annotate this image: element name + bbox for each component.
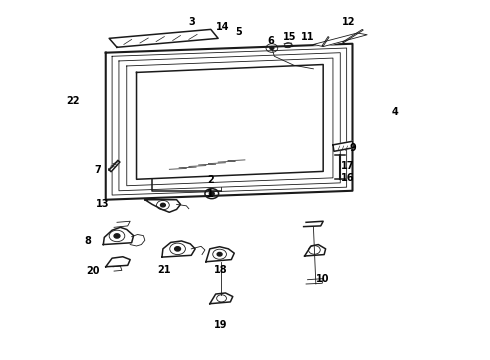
Text: 6: 6: [267, 36, 274, 46]
Polygon shape: [109, 160, 120, 172]
Text: 20: 20: [86, 266, 99, 276]
Text: 11: 11: [301, 32, 314, 41]
Text: 14: 14: [216, 22, 230, 32]
Text: 4: 4: [392, 107, 399, 117]
Text: 18: 18: [214, 265, 227, 275]
Circle shape: [217, 252, 222, 256]
Polygon shape: [333, 141, 353, 151]
Text: 17: 17: [341, 161, 354, 171]
Circle shape: [160, 203, 165, 207]
Text: 10: 10: [317, 274, 330, 284]
Text: 3: 3: [188, 17, 195, 27]
Text: 12: 12: [342, 17, 355, 27]
Text: 9: 9: [349, 143, 356, 153]
Polygon shape: [314, 33, 367, 46]
Text: 5: 5: [235, 27, 242, 37]
Text: 22: 22: [66, 96, 80, 106]
Text: 2: 2: [207, 175, 214, 185]
Circle shape: [209, 192, 214, 195]
Text: 1: 1: [207, 189, 214, 199]
Text: 13: 13: [96, 199, 109, 210]
Text: 19: 19: [214, 320, 227, 330]
Text: 15: 15: [283, 32, 297, 41]
Text: 16: 16: [341, 173, 354, 183]
Text: 7: 7: [94, 165, 101, 175]
Text: 8: 8: [84, 236, 91, 246]
Text: 21: 21: [158, 265, 171, 275]
Circle shape: [174, 247, 180, 251]
Circle shape: [270, 46, 274, 49]
Circle shape: [114, 234, 120, 238]
